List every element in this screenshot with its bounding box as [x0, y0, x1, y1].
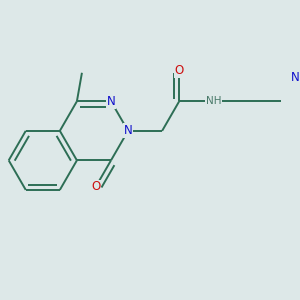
Text: N: N	[291, 71, 299, 84]
Text: NH: NH	[206, 96, 221, 106]
Text: N: N	[106, 95, 116, 108]
Text: N: N	[124, 124, 132, 137]
Text: O: O	[175, 64, 184, 77]
Text: O: O	[91, 181, 100, 194]
